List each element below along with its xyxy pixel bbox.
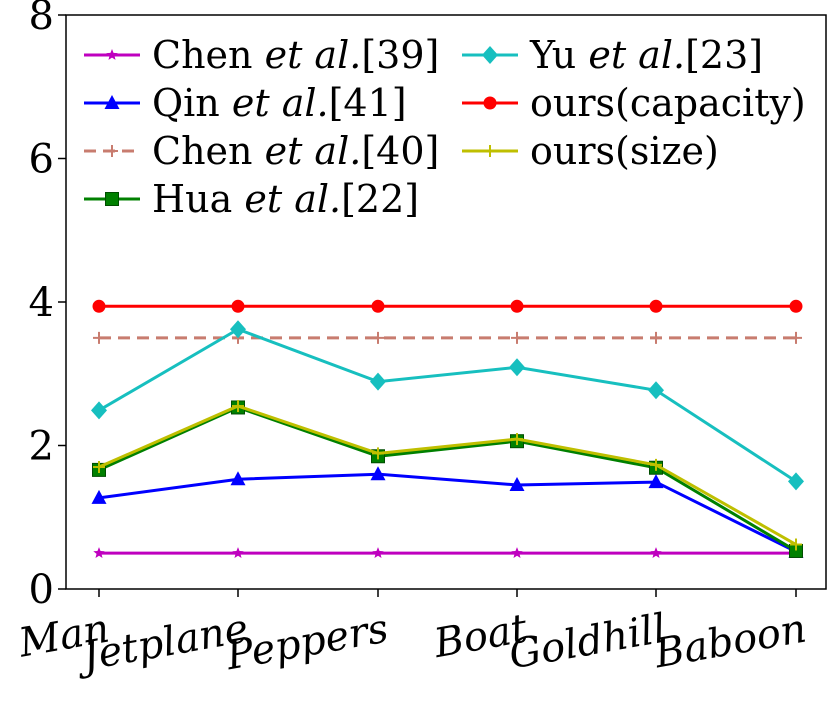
data-point bbox=[511, 547, 523, 558]
data-point bbox=[231, 299, 245, 313]
legend-label: Qin et al.[41] bbox=[152, 81, 407, 125]
legend-marker bbox=[105, 192, 119, 206]
legend-marker bbox=[106, 49, 118, 60]
y-tick-label: 2 bbox=[29, 424, 54, 470]
legend-entry: Chen et al.[40] bbox=[84, 129, 439, 173]
data-point bbox=[509, 476, 525, 491]
legend-marker bbox=[483, 96, 497, 110]
data-point bbox=[650, 458, 662, 471]
legend-entry: ours(capacity) bbox=[462, 81, 806, 125]
data-point bbox=[648, 381, 664, 400]
series-line bbox=[98, 404, 797, 546]
data-point bbox=[648, 474, 664, 489]
data-point bbox=[790, 331, 802, 344]
data-point bbox=[649, 299, 663, 313]
x-tick-label: Goldhill bbox=[506, 606, 670, 679]
data-point bbox=[232, 547, 244, 558]
data-point bbox=[91, 401, 107, 420]
data-point bbox=[789, 299, 803, 313]
series-5 bbox=[91, 320, 804, 491]
legend-entry: Chen et al.[39] bbox=[84, 33, 439, 77]
legend-label: Chen et al.[39] bbox=[152, 33, 439, 77]
legend-entry: Qin et al.[41] bbox=[84, 81, 407, 125]
data-point bbox=[510, 299, 524, 313]
legend-marker bbox=[482, 46, 498, 64]
data-point bbox=[91, 489, 107, 504]
data-point bbox=[511, 331, 523, 344]
data-point bbox=[370, 466, 386, 481]
legend-label: ours(size) bbox=[530, 129, 719, 173]
legend-marker bbox=[104, 95, 120, 109]
data-point bbox=[230, 471, 246, 486]
x-tick-label: Baboon bbox=[650, 606, 809, 678]
data-point bbox=[790, 538, 802, 551]
series-line bbox=[98, 472, 797, 554]
series-6 bbox=[92, 299, 803, 313]
legend: Chen et al.[39]Qin et al.[41]Chen et al.… bbox=[84, 33, 806, 221]
data-point bbox=[93, 461, 105, 474]
x-tick-label: Peppers bbox=[222, 606, 392, 680]
legend-entry: ours(size) bbox=[462, 129, 719, 173]
y-tick-label: 4 bbox=[29, 280, 54, 326]
y-tick-label: 0 bbox=[29, 567, 54, 613]
data-point bbox=[511, 433, 523, 446]
data-point bbox=[788, 472, 804, 491]
data-point bbox=[93, 547, 105, 558]
data-point bbox=[93, 331, 105, 344]
legend-label: Hua et al.[22] bbox=[152, 177, 419, 221]
data-point bbox=[372, 447, 384, 460]
data-point bbox=[509, 358, 525, 377]
data-point bbox=[92, 299, 106, 313]
legend-label: Yu et al.[23] bbox=[529, 33, 763, 77]
data-point bbox=[371, 299, 385, 313]
data-point bbox=[230, 320, 246, 339]
series-group bbox=[91, 299, 804, 558]
series-7 bbox=[93, 400, 802, 551]
data-point bbox=[370, 372, 386, 391]
legend-marker bbox=[484, 145, 496, 157]
data-point bbox=[232, 400, 244, 413]
series-line bbox=[98, 327, 797, 483]
data-point bbox=[650, 547, 662, 558]
series-3 bbox=[93, 331, 802, 344]
legend-entry: Hua et al.[22] bbox=[84, 177, 419, 221]
legend-entry: Yu et al.[23] bbox=[462, 33, 763, 77]
legend-label: Chen et al.[40] bbox=[152, 129, 439, 173]
legend-marker bbox=[106, 145, 118, 157]
series-line bbox=[98, 405, 797, 553]
data-point bbox=[650, 331, 662, 344]
legend-label: ours(capacity) bbox=[530, 81, 806, 125]
y-tick-label: 8 bbox=[29, 0, 54, 39]
y-tick-label: 6 bbox=[29, 137, 54, 183]
data-point bbox=[372, 547, 384, 558]
data-point bbox=[372, 331, 384, 344]
